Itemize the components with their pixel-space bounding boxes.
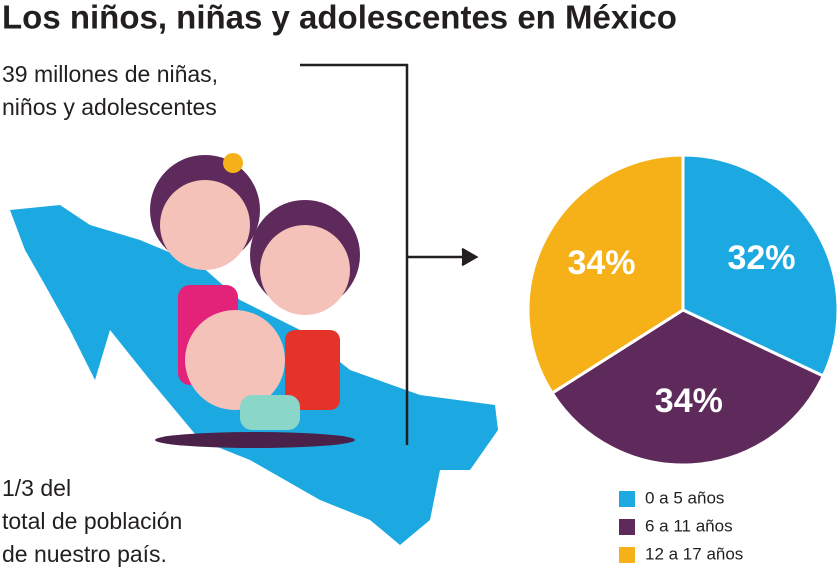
annotation: 39 millones de niñas, xyxy=(2,61,218,87)
data-label: 34% xyxy=(655,382,723,420)
legend-label: 6 a 11 años xyxy=(645,516,733,535)
legend-label: 12 a 17 años xyxy=(645,544,743,563)
illustration xyxy=(10,153,498,545)
data-label: 34% xyxy=(567,244,635,282)
chart-title: Los niños, niñas y adolescentes en Méxic… xyxy=(2,0,677,36)
pie-slice xyxy=(526,153,685,396)
legend-swatch xyxy=(619,547,635,563)
legend-swatch xyxy=(619,519,635,535)
pie-slice xyxy=(681,153,840,378)
annotation: niños y adolescentes xyxy=(2,94,217,120)
pie-slice xyxy=(550,308,826,467)
annotation: de nuestro país. xyxy=(2,541,167,567)
legend-label: 0 a 5 años xyxy=(645,488,724,507)
annotation: total de población xyxy=(2,508,182,534)
legend-swatch xyxy=(619,491,635,507)
data-label: 32% xyxy=(727,239,795,277)
bracket xyxy=(300,63,479,445)
annotation: 1/3 del xyxy=(2,475,71,501)
